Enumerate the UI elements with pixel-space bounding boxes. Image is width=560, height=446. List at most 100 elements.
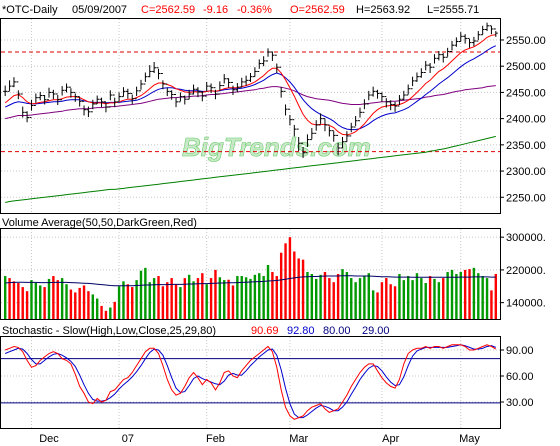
price-bar: [99, 97, 104, 108]
price-bar: [248, 73, 253, 82]
volume-bar: [328, 278, 331, 319]
volume-average-line: [5, 275, 496, 287]
price-bar: [138, 79, 143, 92]
price-bar: [270, 51, 275, 61]
price-bar: [480, 25, 485, 36]
price-bar: [152, 61, 157, 74]
volume-bar: [170, 278, 173, 319]
stoch-readout-k: 90.69: [251, 325, 279, 337]
price-bar: [191, 84, 196, 95]
price-bar: [314, 120, 319, 134]
volume-bar: [214, 269, 217, 319]
price-bar: [401, 90, 406, 101]
price-bar: [147, 65, 152, 78]
volume-bar: [284, 243, 287, 319]
volume-bar: [455, 274, 458, 319]
stochastic-tick-label: 90.00: [506, 345, 534, 357]
price-bar: [68, 86, 73, 98]
volume-bar: [218, 277, 222, 319]
price-bar: [358, 107, 363, 122]
stoch-readout-lower: 29.00: [362, 325, 390, 337]
price-bar: [428, 63, 433, 74]
stochastic-title: Stochastic - Slow(High,Low,Close,25,29,8…: [2, 325, 216, 337]
price-bar: [187, 89, 192, 100]
price-tick-label: 2400.00: [506, 114, 546, 126]
volume-bar: [336, 274, 340, 319]
volume-bar: [428, 276, 432, 319]
price-change-pct: -0.36%: [237, 4, 272, 16]
x-axis-label: Apr: [382, 433, 399, 445]
price-bar: [165, 83, 170, 97]
volume-bar: [87, 291, 90, 319]
price-bar: [90, 99, 95, 113]
price-bar: [322, 118, 327, 132]
volume-bar: [95, 298, 99, 319]
volume-bar: [21, 287, 24, 319]
watermark: BigTrends.com: [182, 132, 371, 162]
volume-bar: [393, 286, 397, 319]
volume-bar: [319, 274, 322, 319]
volume-bar: [144, 267, 147, 319]
volume-bar: [398, 274, 401, 319]
price-bar: [362, 99, 367, 113]
price-bar: [29, 99, 34, 119]
price-bar: [375, 89, 380, 99]
volume-bar: [376, 292, 379, 319]
stochastic-panel-frame: [0, 336, 501, 429]
indicator-lines: [1, 34, 500, 420]
price-low: L=2555.71: [427, 4, 479, 16]
price-bar: [33, 93, 38, 107]
stoch-readout-d: 92.80: [287, 325, 315, 337]
price-bar: [252, 67, 257, 78]
price-bar: [95, 95, 100, 105]
volume-bar: [463, 269, 467, 319]
volume-bar: [183, 278, 186, 319]
volume-bar: [65, 284, 68, 319]
volume-bar: [271, 271, 274, 319]
price-bar: [344, 131, 349, 143]
volume-bar: [406, 276, 410, 319]
price-bar: [257, 59, 262, 72]
volume-bar: [174, 284, 178, 319]
price-bar: [309, 128, 314, 141]
price-bar: [169, 90, 174, 100]
price-bar: [476, 31, 481, 42]
volume-bar: [139, 270, 143, 319]
volume-bar: [74, 292, 77, 319]
volume-bar: [371, 290, 375, 319]
volume-bar: [490, 290, 493, 319]
volume-bar: [380, 282, 384, 319]
price-bar: [38, 91, 43, 101]
price-bar: [397, 95, 402, 107]
price-bar: [388, 100, 393, 111]
volume-panel-frame: [0, 228, 501, 320]
price-bar: [121, 87, 126, 98]
price-bar: [327, 124, 332, 137]
volume-bar: [358, 278, 362, 319]
x-axis-label: May: [459, 433, 480, 445]
volume-bar: [389, 284, 392, 319]
volume-bars: [3, 237, 498, 319]
volume-bar: [240, 276, 243, 319]
volume-bar: [17, 283, 20, 319]
price-bar: [25, 111, 30, 123]
price-bar: [393, 101, 398, 112]
price-bar: [340, 136, 345, 149]
volume-bar: [420, 278, 423, 319]
price-tick-label: 2350.00: [506, 140, 546, 152]
volume-bar: [47, 278, 51, 319]
price-tick-label: 2550.00: [506, 35, 546, 47]
volume-bar: [341, 269, 344, 319]
price-bar: [178, 92, 183, 103]
price-bar: [301, 142, 306, 158]
volume-bar: [415, 273, 419, 319]
volume-bar: [477, 273, 480, 319]
price-bar: [331, 130, 336, 142]
price-bar: [436, 50, 441, 61]
price-bar: [7, 80, 12, 92]
price-bar: [64, 83, 69, 93]
price-bars: [3, 22, 498, 158]
volume-bar: [104, 310, 108, 319]
price-bar: [134, 86, 139, 100]
